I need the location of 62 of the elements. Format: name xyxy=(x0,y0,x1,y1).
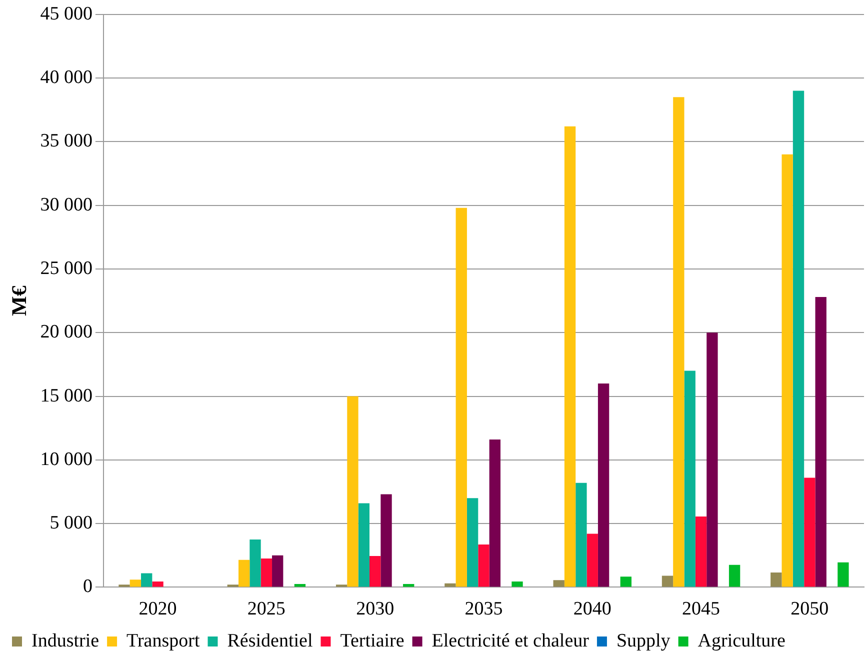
bar xyxy=(403,584,414,587)
y-tick-label: 20 000 xyxy=(40,322,92,343)
bar xyxy=(782,154,793,587)
y-tick-label: 25 000 xyxy=(40,258,92,279)
bar xyxy=(272,555,284,587)
bar xyxy=(489,440,500,587)
x-tick-label: 2050 xyxy=(790,598,829,620)
bar xyxy=(553,580,564,587)
bar xyxy=(706,332,718,587)
y-tick-label: 10 000 xyxy=(40,448,92,470)
bar xyxy=(586,534,598,587)
bar xyxy=(576,482,587,587)
bar xyxy=(478,544,490,587)
bar xyxy=(792,90,804,587)
y-tick-label: 40 000 xyxy=(40,67,92,88)
y-tick-label: 30 000 xyxy=(40,194,92,216)
legend-label: Résidentiel xyxy=(227,630,313,652)
legend-label: Transport xyxy=(126,630,200,652)
bar xyxy=(662,576,674,587)
bar xyxy=(838,562,849,587)
bar xyxy=(358,503,370,587)
legend-label: Electricité et chaleur xyxy=(432,630,590,652)
bar xyxy=(294,584,306,587)
bar xyxy=(466,498,478,587)
legend-label: Supply xyxy=(616,630,671,652)
bar xyxy=(620,576,632,587)
bar xyxy=(804,478,816,587)
legend-label: Industrie xyxy=(32,630,100,652)
bar xyxy=(512,581,523,587)
bar xyxy=(728,564,740,587)
bar xyxy=(456,208,467,587)
bar xyxy=(444,583,456,587)
bar xyxy=(238,560,250,587)
bar xyxy=(380,494,392,587)
x-tick-label: 2025 xyxy=(247,598,286,620)
bar xyxy=(695,516,707,587)
legend-label: Tertiaire xyxy=(340,630,404,652)
y-tick-label: 45 000 xyxy=(40,3,92,24)
legend-label: Agriculture xyxy=(698,630,786,652)
y-tick-label: 5 000 xyxy=(50,512,92,534)
x-tick-label: 2035 xyxy=(464,598,503,620)
bar xyxy=(130,580,142,587)
bar xyxy=(250,539,261,587)
x-tick-label: 2040 xyxy=(573,598,612,620)
bar xyxy=(564,126,576,587)
bar xyxy=(673,97,684,587)
y-tick-label: 0 xyxy=(82,576,92,598)
bar xyxy=(347,396,358,587)
y-axis-title: M€ xyxy=(7,285,32,316)
bar xyxy=(260,558,272,587)
x-tick-label: 2020 xyxy=(138,598,177,620)
y-tick-label: 35 000 xyxy=(40,130,92,152)
bar xyxy=(684,370,696,587)
bar xyxy=(770,572,782,587)
y-tick-label: 15 000 xyxy=(40,385,92,406)
bar xyxy=(598,384,610,587)
x-tick-label: 2030 xyxy=(356,598,394,620)
x-tick-label: 2045 xyxy=(682,598,720,620)
bar xyxy=(369,556,381,587)
bar xyxy=(141,573,152,587)
bar xyxy=(152,581,164,587)
bar xyxy=(815,296,826,587)
